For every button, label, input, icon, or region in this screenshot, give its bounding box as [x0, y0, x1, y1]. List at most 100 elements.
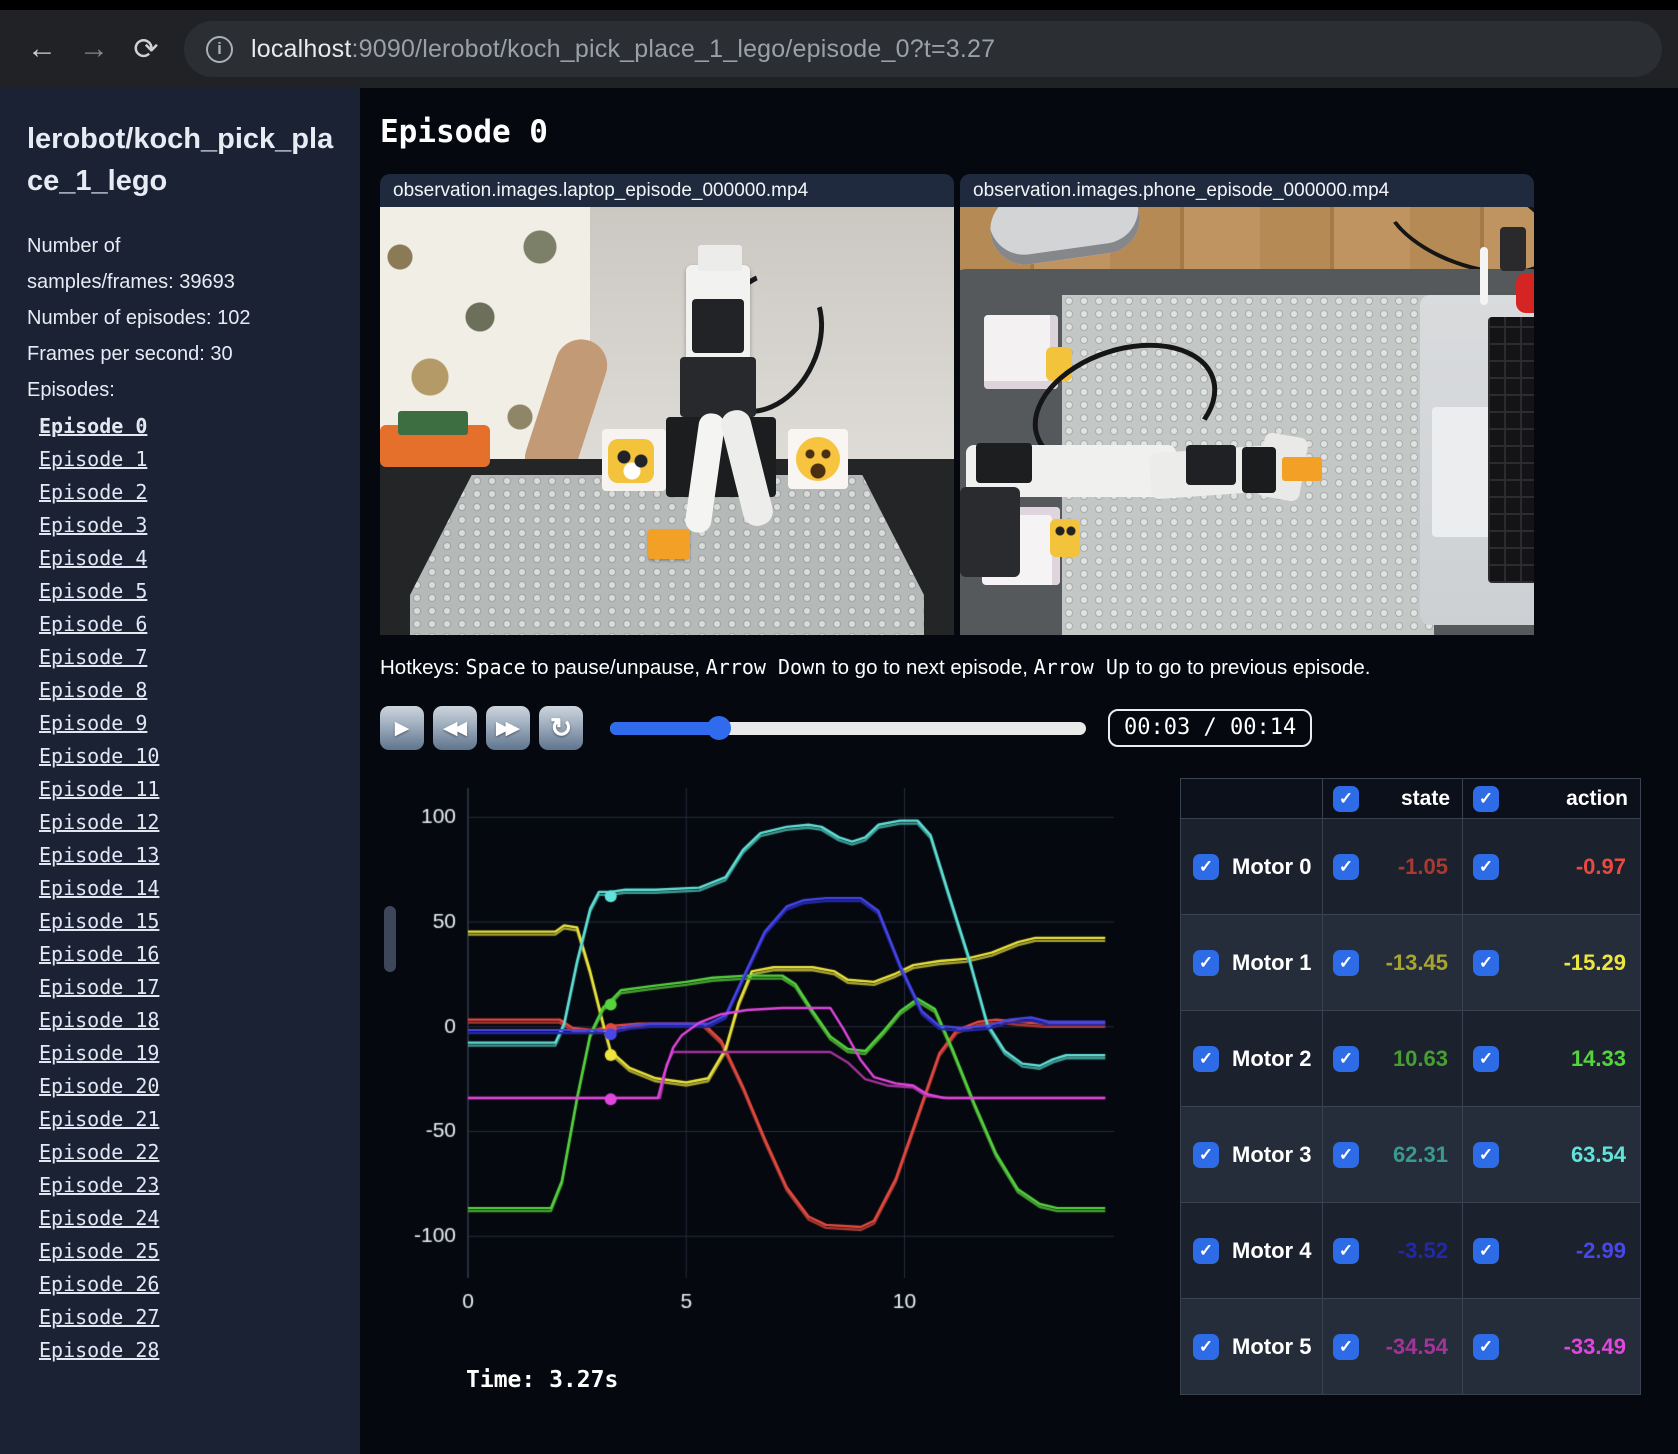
- sidebar-episode-link[interactable]: Episode 18: [39, 1008, 160, 1033]
- motor-action-checkbox[interactable]: [1473, 1237, 1499, 1264]
- hotkey-arrow-down: Arrow Down: [705, 655, 827, 679]
- hotkeys-mid1: to pause/unpause,: [525, 656, 706, 679]
- sidebar-episode-link[interactable]: Episode 14: [39, 876, 160, 901]
- motor-chart-canvas[interactable]: [380, 774, 1120, 1334]
- sidebar-episode-link[interactable]: Episode 22: [39, 1140, 160, 1165]
- hotkeys-prefix: Hotkeys:: [380, 656, 466, 679]
- rewind-icon: ◀◀: [442, 717, 467, 739]
- motor-label: Motor 1: [1232, 949, 1312, 975]
- motor-state-checkbox[interactable]: [1333, 1045, 1359, 1072]
- url-bar[interactable]: i localhost:9090/lerobot/koch_pick_place…: [184, 21, 1662, 77]
- loop-button[interactable]: ↻: [539, 706, 583, 750]
- motor-table-row: Motor 4 -3.52 -2.99: [1180, 1202, 1641, 1299]
- scrollbar-thumb[interactable]: [384, 906, 396, 972]
- robot-wrist-motor: [1242, 447, 1276, 493]
- video-phone[interactable]: [960, 207, 1534, 635]
- robot-arm-joint2: [1186, 445, 1236, 485]
- robot-cam-head: [698, 245, 742, 271]
- sidebar-episode-link[interactable]: Episode 2: [39, 480, 148, 505]
- motor-state-checkbox[interactable]: [1333, 1237, 1359, 1264]
- motor-state-checkbox[interactable]: [1333, 1141, 1359, 1168]
- video-laptop[interactable]: [380, 207, 954, 635]
- sidebar-episode-link[interactable]: Episode 16: [39, 942, 160, 967]
- sidebar-episode-link[interactable]: Episode 1: [39, 447, 148, 472]
- sidebar-episode-link[interactable]: Episode 10: [39, 744, 160, 769]
- sidebar-episode-link[interactable]: Episode 4: [39, 546, 148, 571]
- sticker-top: [1046, 347, 1072, 381]
- sidebar-episode-link[interactable]: Episode 3: [39, 513, 148, 538]
- usb-plug: [1500, 227, 1526, 271]
- motor-state-value: 62.31: [1392, 1141, 1448, 1167]
- video-title-laptop: observation.images.laptop_episode_000000…: [380, 174, 954, 207]
- motor-chart: Time: 3.27s: [380, 774, 1120, 1395]
- sidebar-episode-link[interactable]: Episode 15: [39, 909, 160, 934]
- sidebar-episode-link[interactable]: Episode 6: [39, 612, 148, 637]
- seek-slider-thumb[interactable]: [707, 716, 732, 740]
- motor-action-checkbox[interactable]: [1473, 1141, 1499, 1168]
- rewind-button[interactable]: ◀◀: [433, 706, 477, 750]
- sidebar-episode-link[interactable]: Episode 26: [39, 1272, 160, 1297]
- motor-state-checkbox[interactable]: [1333, 1333, 1359, 1360]
- sidebar-episode-link[interactable]: Episode 17: [39, 975, 160, 1000]
- sidebar-episode-link[interactable]: Episode 23: [39, 1173, 160, 1198]
- state-column-checkbox[interactable]: [1333, 785, 1359, 812]
- sidebar-episode-link[interactable]: Episode 7: [39, 645, 148, 670]
- browser-tab-strip: [0, 0, 1678, 10]
- fast-forward-button[interactable]: ▶▶: [486, 706, 530, 750]
- motor-action-checkbox[interactable]: [1473, 949, 1499, 976]
- motor-row-checkbox[interactable]: [1193, 1141, 1219, 1168]
- play-button[interactable]: ▶: [380, 706, 424, 750]
- sidebar-episode-link[interactable]: Episode 19: [39, 1041, 160, 1066]
- sidebar-episode-link[interactable]: Episode 20: [39, 1074, 160, 1099]
- red-object: [1516, 273, 1534, 313]
- browser-reload-button[interactable]: ⟳: [133, 32, 159, 66]
- episodes-label: Episodes:: [27, 379, 115, 402]
- sidebar-episode-link[interactable]: Episode 0: [39, 414, 148, 439]
- sidebar-episode-link[interactable]: Episode 8: [39, 678, 148, 703]
- sidebar-episode-link[interactable]: Episode 27: [39, 1305, 160, 1330]
- url-text: localhost:9090/lerobot/koch_pick_place_1…: [251, 35, 995, 64]
- sidebar-episode-link[interactable]: Episode 13: [39, 843, 160, 868]
- motor-row-checkbox[interactable]: [1193, 1333, 1219, 1360]
- sidebar-episode-link[interactable]: Episode 24: [39, 1206, 160, 1231]
- browser-forward-button[interactable]: →: [79, 32, 109, 65]
- sidebar-episode-link[interactable]: Episode 11: [39, 777, 160, 802]
- usb-cable: [1480, 247, 1488, 305]
- sidebar-episode-link[interactable]: Episode 5: [39, 579, 148, 604]
- video-title-phone: observation.images.phone_episode_000000.…: [960, 174, 1534, 207]
- episode-list: Episode 0 Episode 1 Episode 2 Episode 3 Epis…: [39, 410, 334, 1367]
- motor-action-checkbox[interactable]: [1473, 1045, 1499, 1072]
- hug-sticker: [796, 437, 840, 481]
- motor-state-checkbox[interactable]: [1333, 853, 1359, 880]
- hotkeys-help: Hotkeys: Space to pause/unpause, Arrow D…: [380, 655, 1678, 680]
- sidebar-episode-link[interactable]: Episode 25: [39, 1239, 160, 1264]
- seek-slider[interactable]: [610, 716, 1086, 740]
- robot-arm-joint1: [976, 443, 1032, 483]
- main-content: Episode 0 observation.images.laptop_epis…: [360, 88, 1678, 1454]
- motor-label: Motor 0: [1232, 853, 1312, 879]
- site-info-icon[interactable]: i: [206, 35, 233, 63]
- chart-time-label: Time: 3.27s: [466, 1367, 619, 1393]
- sidebar-episode-link[interactable]: Episode 12: [39, 810, 160, 835]
- robot-base-electronics: [960, 487, 1020, 577]
- panda-sticker: [608, 439, 654, 483]
- motor-label: Motor 2: [1232, 1045, 1312, 1071]
- motor-row-checkbox[interactable]: [1193, 949, 1219, 976]
- sidebar-episode-link[interactable]: Episode 28: [39, 1338, 160, 1363]
- motor-row-checkbox[interactable]: [1193, 853, 1219, 880]
- motor-action-checkbox[interactable]: [1473, 1333, 1499, 1360]
- url-path: :9090/lerobot/koch_pick_place_1_lego/epi…: [351, 34, 996, 63]
- browser-back-button[interactable]: ←: [27, 32, 57, 65]
- header-empty-cell: [1180, 778, 1323, 819]
- browser-toolbar: ← → ⟳ i localhost:9090/lerobot/koch_pick…: [0, 10, 1678, 88]
- motor-table-row: Motor 1 -13.45 -15.29: [1180, 914, 1641, 1011]
- sidebar-episode-link[interactable]: Episode 9: [39, 711, 148, 736]
- action-column-checkbox[interactable]: [1473, 785, 1499, 812]
- sidebar-episode-link[interactable]: Episode 21: [39, 1107, 160, 1132]
- circuit-board: [398, 411, 468, 435]
- motor-label: Motor 3: [1232, 1141, 1312, 1167]
- motor-action-checkbox[interactable]: [1473, 853, 1499, 880]
- motor-state-checkbox[interactable]: [1333, 949, 1359, 976]
- motor-row-checkbox[interactable]: [1193, 1237, 1219, 1264]
- motor-row-checkbox[interactable]: [1193, 1045, 1219, 1072]
